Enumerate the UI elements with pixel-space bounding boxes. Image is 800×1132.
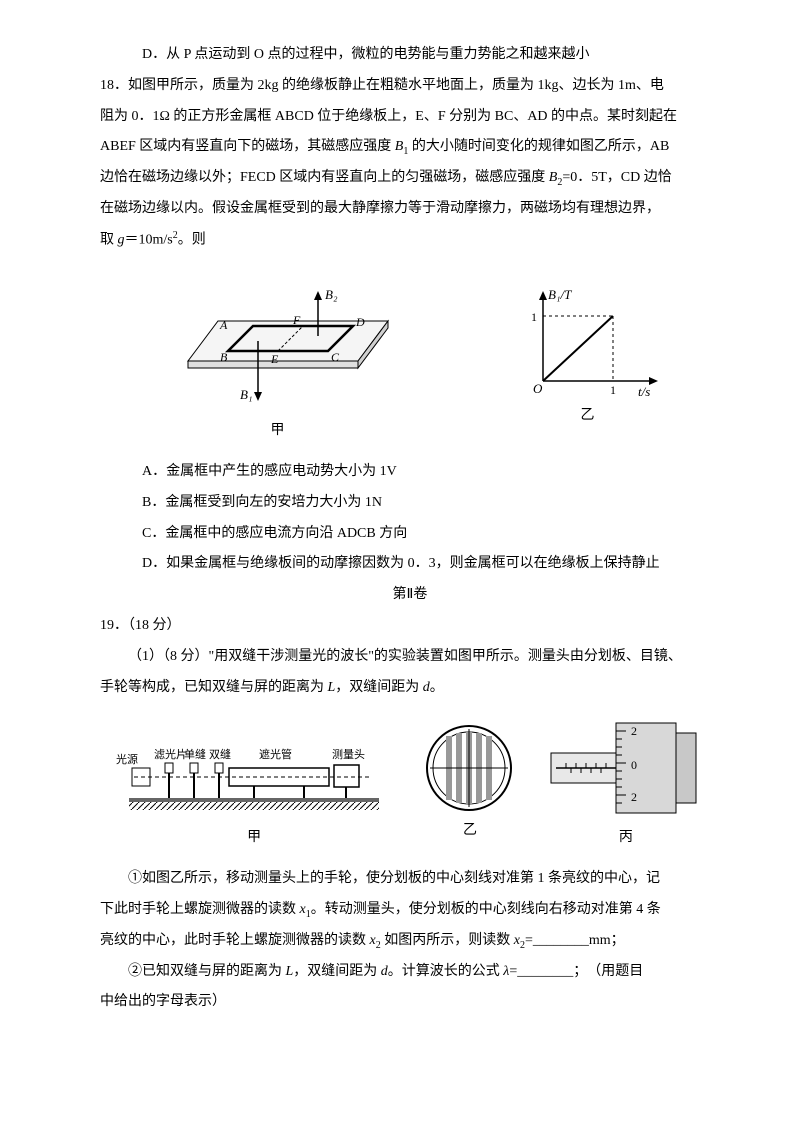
- fig5-top: 2: [631, 724, 637, 738]
- fig2-col: B₁/T t/s 1 1 O 乙: [513, 281, 663, 432]
- q19-p3b: 中给出的字母表示）: [100, 987, 720, 1018]
- option-d-prev: D．从 P 点运动到 O 点的过程中，微粒的电势能与重力势能之和越来越小: [100, 40, 720, 71]
- q19-head: 19．（18 分）: [100, 611, 720, 642]
- fig1-col: A B C D E F B₂ B₁ 甲: [158, 266, 398, 447]
- fig5-col: 2 0 2 丙: [546, 713, 706, 854]
- lbl-single: 单缝: [184, 747, 206, 761]
- lbl-D: D: [355, 315, 365, 329]
- page: D．从 P 点运动到 O 点的过程中，微粒的电势能与重力势能之和越来越小 18．…: [0, 0, 800, 1132]
- q19-p3a: ②已知双缝与屏的距离为 L，双缝间距为 d。计算波长的公式 λ=________…: [100, 957, 720, 988]
- q18-t6b: ＝10m/s: [125, 232, 173, 247]
- q19-p1b-c: 。: [430, 680, 444, 695]
- q19-p2b-b: 。转动测量头，使分划板的中心刻线向右移动对准第 4 条: [311, 902, 661, 917]
- fig4-caption: 乙: [463, 816, 477, 847]
- q19-p2c-b: 如图丙所示，则读数: [381, 933, 514, 948]
- q18-line4: 边恰在磁场边缘以外；FECD 区域内有竖直向上的匀强磁场，磁感应强度 B2=0．…: [100, 163, 720, 194]
- fig2-xlabel: t/s: [638, 384, 650, 399]
- q18-t6a: 取: [100, 232, 118, 247]
- q19-pts: （18 分）: [128, 618, 181, 633]
- fig5-mid: 0: [631, 758, 637, 772]
- fig1-caption: 甲: [271, 416, 285, 447]
- fig4-svg: [422, 721, 517, 816]
- q19-p1b-a: 手轮等构成，已知双缝与屏的距离为: [100, 680, 328, 695]
- lbl-B: B: [220, 350, 228, 364]
- q19-p2c: 亮纹的中心，此时手轮上螺旋测微器的读数 x2 如图丙所示，则读数 x2=____…: [100, 926, 720, 957]
- fig2-svg: B₁/T t/s 1 1 O: [513, 281, 663, 401]
- q18-num: 18．: [100, 78, 128, 93]
- q19-p1b-b: ，双缝间距为: [335, 680, 423, 695]
- q18-opt-B: B．金属框受到向左的安培力大小为 1N: [100, 488, 720, 519]
- fig2-y1: 1: [531, 310, 537, 324]
- fig2-caption: 乙: [581, 401, 595, 432]
- fig2-O: O: [533, 381, 543, 396]
- lbl-F: F: [292, 313, 301, 327]
- lbl-double: 双缝: [209, 747, 231, 761]
- fig5-caption: 丙: [619, 823, 633, 854]
- q19-p3a-b: ，双缝间距为: [293, 964, 381, 979]
- q18-t4a: 边恰在磁场边缘以外；FECD 区域内有竖直向上的匀强磁场，磁感应强度: [100, 170, 549, 185]
- fig3-col: 光源 滤光片 单缝 双缝 遮光管 测量头: [114, 713, 394, 854]
- lbl-filter: 滤光片: [154, 747, 187, 761]
- q18-line2: 阻为 0．1Ω 的正方形金属框 ABCD 位于绝缘板上，E、F 分别为 BC、A…: [100, 102, 720, 133]
- q18-line1: 18．如图甲所示，质量为 2kg 的绝缘板静止在粗糙水平地面上，质量为 1kg、…: [100, 71, 720, 102]
- q18-t6c: 。则: [178, 232, 206, 247]
- lbl-B2: B₂: [325, 287, 338, 302]
- var-d2: d: [381, 964, 388, 979]
- q19-num: 19．: [100, 618, 128, 633]
- q18-line6: 取 g＝10m/s2。则: [100, 225, 720, 256]
- fig1-svg: A B C D E F B₂ B₁: [158, 266, 398, 416]
- q18-opt-A: A．金属框中产生的感应电动势大小为 1V: [100, 457, 720, 488]
- figure-row-2: 光源 滤光片 单缝 双缝 遮光管 测量头: [100, 713, 720, 854]
- q18-line5: 在磁场边缘以内。假设金属框受到的最大静摩擦力等于滑动摩擦力，两磁场均有理想边界，: [100, 194, 720, 225]
- var-g: g: [118, 232, 125, 247]
- q19-p3a-a: ②已知双缝与屏的距离为: [128, 964, 286, 979]
- q18-t1a: 如图甲所示，质量为 2kg 的绝缘板静止在粗糙水平地面上，质量为 1kg、边长为…: [128, 78, 664, 93]
- q19-p2b-a: 下此时手轮上螺旋测微器的读数: [100, 902, 300, 917]
- q18-opt-C: C．金属框中的感应电流方向沿 ADCB 方向: [100, 519, 720, 550]
- lbl-B1: B₁: [240, 387, 252, 402]
- fig3-svg: 光源 滤光片 单缝 双缝 遮光管 测量头: [114, 713, 394, 823]
- fig5-bot: 2: [631, 790, 637, 804]
- lbl-head: 测量头: [332, 748, 365, 761]
- fig2-x1: 1: [610, 383, 616, 397]
- q18-t4b: =0．5T，CD 边恰: [562, 170, 671, 185]
- q18-t3b: 的大小随时间变化的规律如图乙所示，AB: [408, 139, 669, 154]
- figure-row-1: A B C D E F B₂ B₁ 甲: [100, 266, 720, 447]
- q18-t3a: ABEF 区域内有竖直向下的磁场，其磁感应强度: [100, 139, 395, 154]
- lbl-A: A: [219, 318, 228, 332]
- var-d1: d: [423, 680, 430, 695]
- lbl-tube: 遮光管: [259, 747, 292, 761]
- q19-p2c-a: 亮纹的中心，此时手轮上螺旋测微器的读数: [100, 933, 370, 948]
- fig2-ylabel: B₁/T: [548, 287, 572, 302]
- q19-p2b: 下此时手轮上螺旋测微器的读数 x1。转动测量头，使分划板的中心刻线向右移动对准第…: [100, 895, 720, 926]
- fig4-col: 乙: [422, 721, 517, 847]
- fig3-caption: 甲: [247, 823, 261, 854]
- q19-p3a-d: =________； （用题目: [509, 964, 643, 979]
- q18-line3: ABEF 区域内有竖直向下的磁场，其磁感应强度 B1 的大小随时间变化的规律如图…: [100, 132, 720, 163]
- q19-p2c-c: =________mm；: [525, 933, 625, 948]
- part2-title: 第Ⅱ卷: [100, 580, 720, 611]
- q19-p3a-c: 。计算波长的公式: [388, 964, 504, 979]
- lbl-src: 光源: [116, 752, 138, 766]
- q19-p2a: ①如图乙所示，移动测量头上的手轮，使分划板的中心刻线对准第 1 条亮纹的中心，记: [100, 864, 720, 895]
- q19-p1a: （1）（8 分）"用双缝干涉测量光的波长"的实验装置如图甲所示。测量头由分划板、…: [100, 642, 720, 673]
- fig5-svg: 2 0 2: [546, 713, 706, 823]
- lbl-E: E: [270, 352, 279, 366]
- q19-p1b: 手轮等构成，已知双缝与屏的距离为 L，双缝间距为 d。: [100, 673, 720, 704]
- q18-opt-D: D．如果金属框与绝缘板间的动摩擦因数为 0．3，则金属框可以在绝缘板上保持静止: [100, 549, 720, 580]
- lbl-C: C: [331, 350, 340, 364]
